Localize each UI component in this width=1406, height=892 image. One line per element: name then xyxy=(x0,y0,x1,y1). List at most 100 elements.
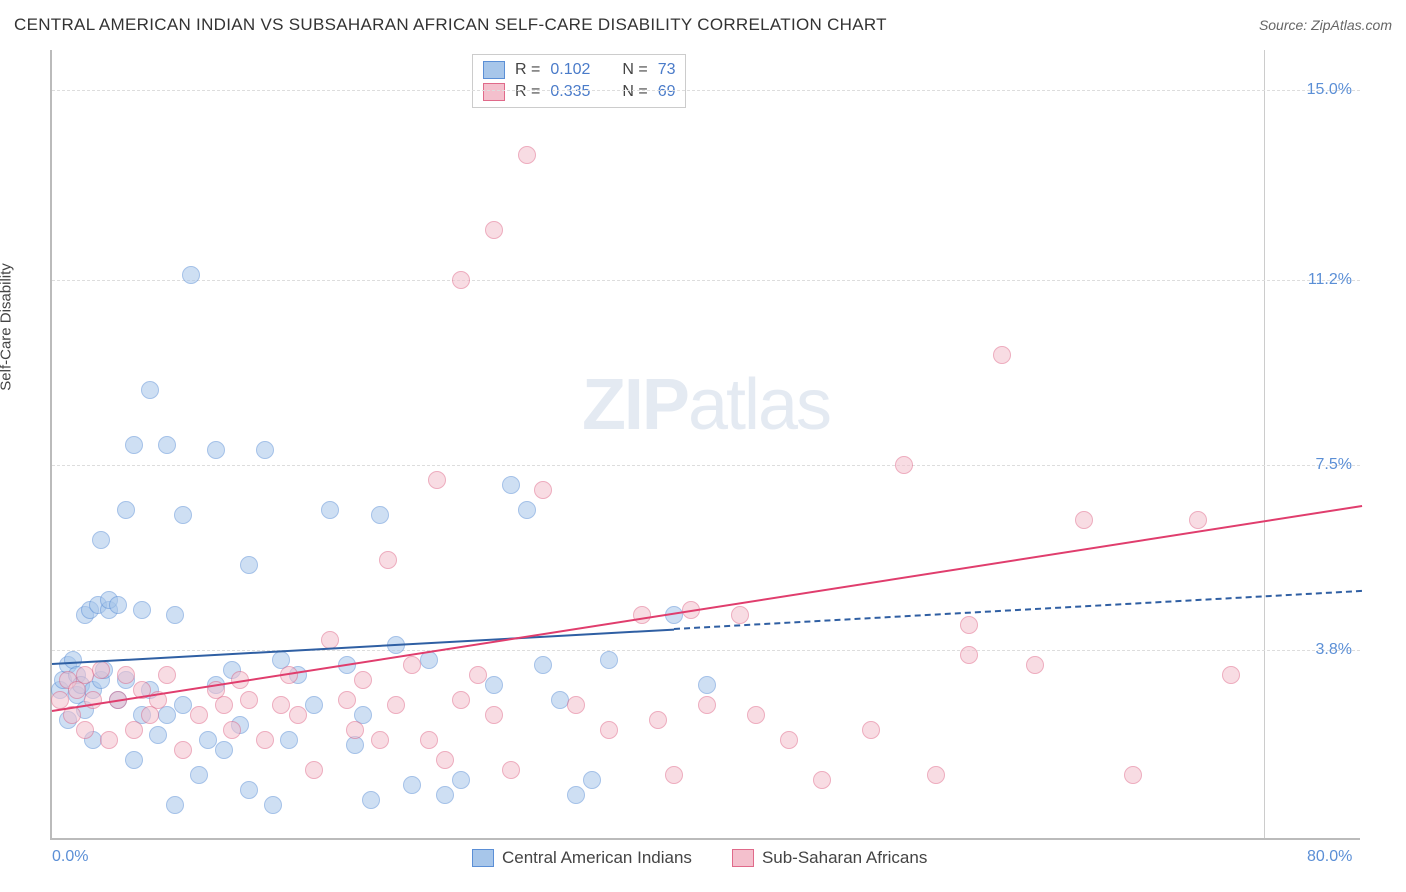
data-point xyxy=(731,606,749,624)
data-point xyxy=(362,791,380,809)
data-point xyxy=(346,721,364,739)
data-point xyxy=(485,706,503,724)
data-point xyxy=(240,691,258,709)
data-point xyxy=(117,666,135,684)
data-point xyxy=(256,441,274,459)
n-value-blue: 73 xyxy=(658,61,676,79)
source-label: Source: ZipAtlas.com xyxy=(1259,17,1392,33)
data-point xyxy=(256,731,274,749)
data-point xyxy=(518,501,536,519)
data-point xyxy=(583,771,601,789)
data-point xyxy=(420,731,438,749)
scatter-plot: ZIPatlas R = 0.102 N = 73 R = 0.335 N = … xyxy=(50,50,1360,840)
trend-line xyxy=(52,628,674,664)
data-point xyxy=(436,786,454,804)
series-name-pink: Sub-Saharan Africans xyxy=(762,848,927,868)
legend-row-blue: R = 0.102 N = 73 xyxy=(483,59,675,81)
data-point xyxy=(92,661,110,679)
data-point xyxy=(321,501,339,519)
watermark: ZIPatlas xyxy=(582,364,830,446)
data-point xyxy=(1124,766,1142,784)
data-point xyxy=(567,696,585,714)
data-point xyxy=(518,146,536,164)
r-label: R = xyxy=(515,61,540,79)
data-point xyxy=(109,596,127,614)
series-legend: Central American Indians Sub-Saharan Afr… xyxy=(472,848,927,868)
data-point xyxy=(428,471,446,489)
data-point xyxy=(649,711,667,729)
y-axis-label: Self-Care Disability xyxy=(0,263,15,391)
data-point xyxy=(1075,511,1093,529)
watermark-atlas: atlas xyxy=(688,365,830,445)
data-point xyxy=(371,731,389,749)
data-point xyxy=(698,676,716,694)
data-point xyxy=(502,476,520,494)
data-point xyxy=(502,761,520,779)
x-tick-label: 80.0% xyxy=(1307,848,1352,866)
data-point xyxy=(747,706,765,724)
y-tick-label: 11.2% xyxy=(1308,271,1352,289)
data-point xyxy=(633,606,651,624)
data-point xyxy=(1026,656,1044,674)
data-point xyxy=(534,656,552,674)
data-point xyxy=(158,436,176,454)
data-point xyxy=(403,776,421,794)
data-point xyxy=(960,646,978,664)
data-point xyxy=(1189,511,1207,529)
data-point xyxy=(379,551,397,569)
data-point xyxy=(960,616,978,634)
data-point xyxy=(272,696,290,714)
n-label: N = xyxy=(622,61,647,79)
series-name-blue: Central American Indians xyxy=(502,848,692,868)
grid-line xyxy=(52,90,1360,91)
data-point xyxy=(174,506,192,524)
data-point xyxy=(166,796,184,814)
y-tick-label: 7.5% xyxy=(1316,456,1352,474)
data-point xyxy=(1222,666,1240,684)
data-point xyxy=(240,556,258,574)
data-point xyxy=(240,781,258,799)
data-point xyxy=(199,731,217,749)
data-point xyxy=(600,721,618,739)
data-point xyxy=(403,656,421,674)
data-point xyxy=(993,346,1011,364)
data-point xyxy=(338,691,356,709)
data-point xyxy=(551,691,569,709)
legend-item-blue: Central American Indians xyxy=(472,848,692,868)
data-point xyxy=(190,706,208,724)
grid-line xyxy=(52,650,1360,651)
data-point xyxy=(149,726,167,744)
swatch-blue xyxy=(483,61,505,79)
data-point xyxy=(567,786,585,804)
data-point xyxy=(264,796,282,814)
data-point xyxy=(436,751,454,769)
data-point xyxy=(76,666,94,684)
data-point xyxy=(92,531,110,549)
n-label: N = xyxy=(622,83,647,101)
right-axis-bar xyxy=(1264,50,1265,838)
data-point xyxy=(698,696,716,714)
data-point xyxy=(534,481,552,499)
data-point xyxy=(485,676,503,694)
chart-title: CENTRAL AMERICAN INDIAN VS SUBSAHARAN AF… xyxy=(14,15,887,35)
data-point xyxy=(371,506,389,524)
data-point xyxy=(452,271,470,289)
data-point xyxy=(665,766,683,784)
y-tick-label: 3.8% xyxy=(1316,641,1352,659)
y-tick-label: 15.0% xyxy=(1307,81,1352,99)
data-point xyxy=(469,666,487,684)
data-point xyxy=(305,696,323,714)
data-point xyxy=(354,671,372,689)
data-point xyxy=(927,766,945,784)
data-point xyxy=(452,691,470,709)
data-point xyxy=(182,266,200,284)
data-point xyxy=(117,501,135,519)
data-point xyxy=(280,731,298,749)
data-point xyxy=(174,696,192,714)
data-point xyxy=(125,436,143,454)
swatch-blue xyxy=(472,849,494,867)
data-point xyxy=(207,441,225,459)
legend-item-pink: Sub-Saharan Africans xyxy=(732,848,927,868)
data-point xyxy=(895,456,913,474)
data-point xyxy=(174,741,192,759)
